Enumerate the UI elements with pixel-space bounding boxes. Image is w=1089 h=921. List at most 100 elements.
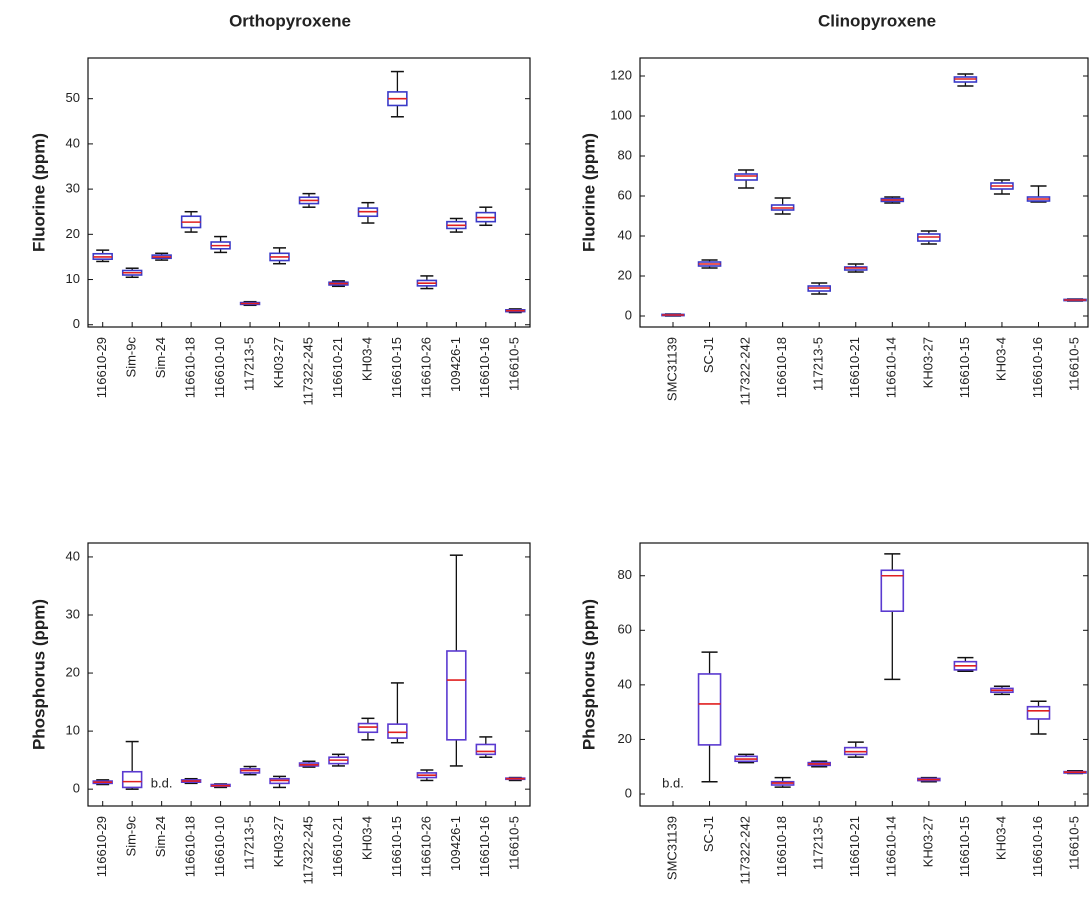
x-tick-label: 116610-18 <box>183 337 198 398</box>
box <box>697 673 722 746</box>
x-tick-label: 117322-242 <box>738 337 753 405</box>
x-tick-label: 117213-5 <box>241 337 256 391</box>
x-tick-label: 116610-29 <box>94 816 109 877</box>
y-axis-label: Fluorine (ppm) <box>29 133 48 252</box>
x-tick-label: 116610-21 <box>330 816 345 877</box>
x-tick-label: 116610-16 <box>1030 337 1045 398</box>
box <box>475 743 497 756</box>
x-tick-label: 116610-5 <box>1066 337 1081 391</box>
x-tick-label: 117322-245 <box>300 337 315 405</box>
x-tick-label: 116610-29 <box>94 337 109 398</box>
x-tick-label: 116610-16 <box>1030 816 1045 877</box>
y-axis-label: Fluorine (ppm) <box>579 133 598 252</box>
x-tick-label: 116610-14 <box>884 816 899 877</box>
box <box>357 722 379 734</box>
x-tick-label: KH03-4 <box>993 337 1008 381</box>
y-tick-label: 40 <box>618 227 632 242</box>
x-tick-label: 116610-15 <box>389 337 404 398</box>
chart-title: Orthopyroxene <box>229 11 351 30</box>
y-axis-label: Phosphorus (ppm) <box>29 599 48 750</box>
x-tick-label: Sim-9c <box>124 337 139 378</box>
y-axis-label: Phosphorus (ppm) <box>579 599 598 750</box>
y-tick-label: 30 <box>66 606 80 621</box>
x-tick-label: SC-J1 <box>701 337 716 373</box>
panel: Phosphorus (ppm) 0 10 20 30 40 116610-29 Sim-9c… <box>29 542 531 884</box>
x-tick-label: 116610-16 <box>477 337 492 398</box>
y-tick-label: 20 <box>66 664 80 679</box>
panel: Clinopyroxene Fluorine (ppm) 0 20 40 60 80 100 1… <box>579 11 1089 405</box>
x-tick-label: KH03-27 <box>920 337 935 388</box>
x-tick-label: 116610-5 <box>1066 816 1081 870</box>
y-tick-label: 20 <box>618 267 632 282</box>
x-tick-label: 116610-14 <box>884 337 899 398</box>
x-tick-label: 116610-10 <box>212 816 227 877</box>
x-tick-label: 109426-1 <box>448 337 463 392</box>
plot-frame <box>639 542 1089 807</box>
chart-title: Clinopyroxene <box>818 11 936 30</box>
x-tick-label: SMC31139 <box>664 337 679 401</box>
y-tick-label: 20 <box>66 226 80 241</box>
x-tick-label: 117322-242 <box>738 816 753 884</box>
y-tick-label: 20 <box>618 731 632 746</box>
x-tick-label: SC-J1 <box>701 816 716 852</box>
y-tick-label: 80 <box>618 567 632 582</box>
box <box>1026 705 1051 720</box>
panel: Phosphorus (ppm) 0 20 40 60 80 SMC31139 SC-J1 11… <box>579 542 1089 884</box>
x-tick-label: 116610-21 <box>847 337 862 398</box>
x-tick-label: KH03-4 <box>359 337 374 381</box>
y-tick-label: 80 <box>618 147 632 162</box>
x-tick-label: Sim-24 <box>153 816 168 857</box>
y-tick-label: 30 <box>66 181 80 196</box>
panel: Orthopyroxene Fluorine (ppm) 0 10 20 30 40 50 11… <box>29 11 531 405</box>
x-tick-label: 116610-21 <box>847 816 862 877</box>
x-tick-label: KH03-27 <box>271 816 286 867</box>
x-tick-label: 117213-5 <box>811 337 826 391</box>
x-tick-label: 116610-18 <box>774 337 789 398</box>
x-tick-label: 116610-26 <box>418 337 433 398</box>
x-tick-label: SMC31139 <box>664 816 679 880</box>
y-tick-label: 10 <box>66 723 80 738</box>
y-tick-label: 50 <box>66 90 80 105</box>
x-tick-label: 116610-5 <box>507 816 522 870</box>
x-tick-label: KH03-4 <box>359 816 374 860</box>
y-tick-label: 40 <box>66 548 80 563</box>
x-tick-label: 116610-10 <box>212 337 227 398</box>
y-tick-label: 100 <box>610 107 632 122</box>
x-tick-label: 116610-15 <box>389 816 404 877</box>
x-tick-label: 117213-5 <box>811 816 826 870</box>
x-tick-label: 109426-1 <box>448 816 463 871</box>
x-tick-label: KH03-27 <box>271 337 286 388</box>
y-tick-label: 60 <box>618 187 632 202</box>
x-tick-label: 117213-5 <box>241 816 256 870</box>
annotation: b.d. <box>151 775 173 790</box>
x-tick-label: KH03-4 <box>993 816 1008 860</box>
y-tick-label: 0 <box>625 785 632 800</box>
y-tick-label: 0 <box>73 316 80 331</box>
box <box>446 650 467 741</box>
x-tick-label: 116610-21 <box>330 337 345 398</box>
x-tick-label: Sim-9c <box>124 816 139 857</box>
x-tick-label: 116610-26 <box>418 816 433 877</box>
x-tick-label: 116610-16 <box>477 816 492 877</box>
x-tick-label: 116610-18 <box>774 816 789 877</box>
y-tick-label: 40 <box>618 676 632 691</box>
y-tick-label: 120 <box>610 67 632 82</box>
y-tick-label: 0 <box>625 307 632 322</box>
annotation: b.d. <box>662 775 684 790</box>
y-tick-label: 0 <box>73 781 80 796</box>
box <box>880 569 905 613</box>
y-tick-label: 40 <box>66 135 80 150</box>
x-tick-label: 116610-18 <box>183 816 198 877</box>
x-tick-label: 116610-15 <box>957 816 972 877</box>
plot-frame <box>639 57 1089 328</box>
box <box>121 770 143 789</box>
y-tick-label: 10 <box>66 271 80 286</box>
plot-frame <box>87 57 531 328</box>
x-tick-label: KH03-27 <box>920 816 935 867</box>
y-tick-label: 60 <box>618 622 632 637</box>
x-tick-label: 117322-245 <box>300 816 315 884</box>
x-tick-label: Sim-24 <box>153 337 168 378</box>
box <box>387 723 408 739</box>
x-tick-label: 116610-15 <box>957 337 972 398</box>
